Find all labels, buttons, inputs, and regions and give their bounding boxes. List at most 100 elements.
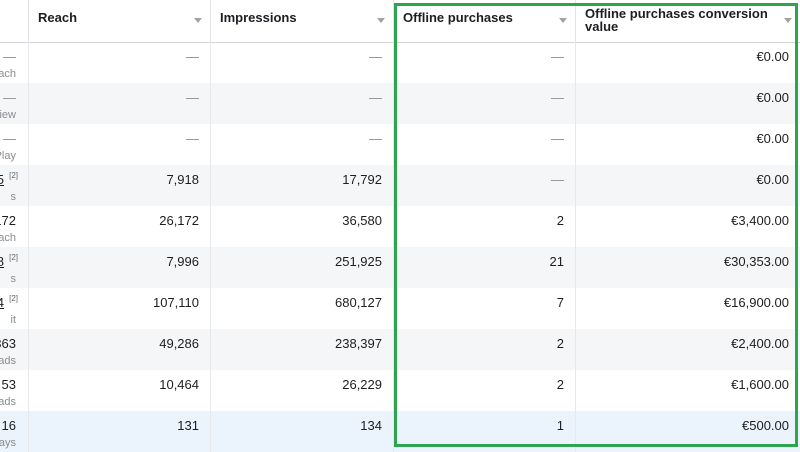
cell-conversion-value: €2,400.00: [576, 329, 800, 370]
cell-subtext: s: [10, 273, 17, 285]
cell-subtext: ads: [0, 396, 16, 408]
cell-value: 251,925: [335, 254, 382, 269]
cell-subtext: ach: [0, 232, 16, 244]
cell-value: €2,400.00: [731, 336, 789, 351]
footnote-marker: [2]: [9, 171, 18, 180]
cell-conversion-value: €500.00: [576, 411, 800, 452]
cell-impressions: 17,792: [211, 165, 394, 206]
cell-value: 26,229: [342, 377, 382, 392]
table-row[interactable]: 5 [2] s 7,918 17,792 — €0.00: [0, 165, 800, 206]
cell-offline-purchases: 2: [394, 370, 576, 411]
cell-reach: 26,172: [29, 206, 211, 247]
cell-value: 363: [0, 336, 16, 351]
cell-value: —: [186, 90, 199, 105]
cell-subtext: ach: [0, 68, 16, 80]
column-header-impressions[interactable]: Impressions: [211, 0, 394, 42]
cell-value: —: [551, 49, 564, 64]
cell-value: —: [551, 172, 564, 187]
cell-value: €3,400.00: [731, 213, 789, 228]
cell-subtext: s: [10, 191, 17, 203]
cell-value: €16,900.00: [723, 295, 789, 310]
table-row[interactable]: — Play — — — €0.00: [0, 124, 800, 165]
table-row[interactable]: — iew — — — €0.00: [0, 83, 800, 124]
cell-subtext: it: [10, 314, 17, 326]
cell-reach: 7,918: [29, 165, 211, 206]
cell-impressions: —: [211, 124, 394, 165]
cell-value[interactable]: 8: [0, 254, 4, 269]
column-header-offline-purchases[interactable]: Offline purchases: [394, 0, 576, 42]
cell-value[interactable]: 5: [0, 172, 4, 187]
cell-value: —: [551, 90, 564, 105]
table-row[interactable]: — ach — — — €0.00: [0, 42, 800, 83]
cell-offline-purchases: 1: [394, 411, 576, 452]
cell-value: 7,996: [166, 254, 199, 269]
cell-offline-purchases: —: [394, 83, 576, 124]
cell-value: 238,397: [335, 336, 382, 351]
cell-offline-purchases: 2: [394, 329, 576, 370]
table-row[interactable]: 53 ads 10,464 26,229 2 €1,600.00: [0, 370, 800, 411]
column-header-label: Offline purchases conversion value: [585, 6, 768, 34]
cell-value: 26,172: [159, 213, 199, 228]
cell-value[interactable]: 4: [0, 295, 4, 310]
cell-offline-purchases: —: [394, 124, 576, 165]
table-header: Reach Impressions Offline purchases Offl…: [0, 0, 800, 43]
cell-impressions: 680,127: [211, 288, 394, 329]
cell-conversion-value: €0.00: [576, 124, 800, 165]
cell-value: 36,580: [342, 213, 382, 228]
cell-value: —: [369, 90, 382, 105]
sort-caret-icon[interactable]: [377, 18, 385, 23]
cell-reach: —: [29, 83, 211, 124]
cell-value: —: [186, 49, 199, 64]
cell-value: —: [186, 131, 199, 146]
cell-value: —: [3, 49, 16, 64]
cell-impressions: 134: [211, 411, 394, 452]
cell-reach: —: [29, 124, 211, 165]
cell-value: —: [3, 90, 16, 105]
cell-truncated: — Play: [0, 124, 29, 165]
sort-caret-icon[interactable]: [559, 18, 567, 23]
cell-reach: —: [29, 42, 211, 83]
cell-value: 680,127: [335, 295, 382, 310]
footnote-marker: [2]: [9, 253, 18, 262]
cell-value: —: [3, 131, 16, 146]
cell-value: €0.00: [756, 90, 789, 105]
cell-value: —: [369, 131, 382, 146]
cell-value: 2: [556, 336, 564, 351]
table-row[interactable]: 4 [2] it 107,110 680,127 7 €16,900.00: [0, 288, 800, 329]
cell-value: —: [551, 131, 564, 146]
column-header-offline-purchases-conversion-value[interactable]: Offline purchases conversion value: [576, 0, 800, 42]
table-row[interactable]: 172 ach 26,172 36,580 2 €3,400.00: [0, 206, 800, 247]
cell-truncated: 53 ads: [0, 370, 29, 411]
cell-offline-purchases: 21: [394, 247, 576, 288]
table-row[interactable]: 16 ays 131 134 1 €500.00: [0, 411, 800, 452]
cell-impressions: —: [211, 83, 394, 124]
cell-conversion-value: €1,600.00: [576, 370, 800, 411]
cell-value: 2: [556, 213, 564, 228]
sort-caret-icon[interactable]: [784, 18, 792, 23]
cell-subtext: ays: [0, 437, 16, 449]
cell-reach: 7,996: [29, 247, 211, 288]
cell-value: €0.00: [756, 131, 789, 146]
cell-conversion-value: €16,900.00: [576, 288, 800, 329]
cell-value: €0.00: [756, 49, 789, 64]
table-row[interactable]: 363 ads 49,286 238,397 2 €2,400.00: [0, 329, 800, 370]
cell-value: 16: [1, 418, 16, 433]
cell-truncated: 363 ads: [0, 329, 29, 370]
table-row[interactable]: 8 [2] s 7,996 251,925 21 €30,353.00: [0, 247, 800, 288]
cell-value: 10,464: [159, 377, 199, 392]
cell-value: €0.00: [756, 172, 789, 187]
sort-caret-icon[interactable]: [194, 18, 202, 23]
cell-conversion-value: €0.00: [576, 83, 800, 124]
cell-value: 172: [0, 213, 16, 228]
cell-subtext: ads: [0, 355, 16, 367]
cell-value: €1,600.00: [731, 377, 789, 392]
cell-reach: 49,286: [29, 329, 211, 370]
cell-truncated: 16 ays: [0, 411, 29, 452]
cell-value: 7: [556, 295, 564, 310]
cell-value: 134: [360, 418, 382, 433]
column-header-reach[interactable]: Reach: [29, 0, 211, 42]
column-header-label: Offline purchases: [403, 10, 513, 25]
cell-offline-purchases: 2: [394, 206, 576, 247]
column-header-truncated[interactable]: [0, 0, 29, 42]
column-header-label: Impressions: [220, 10, 297, 25]
